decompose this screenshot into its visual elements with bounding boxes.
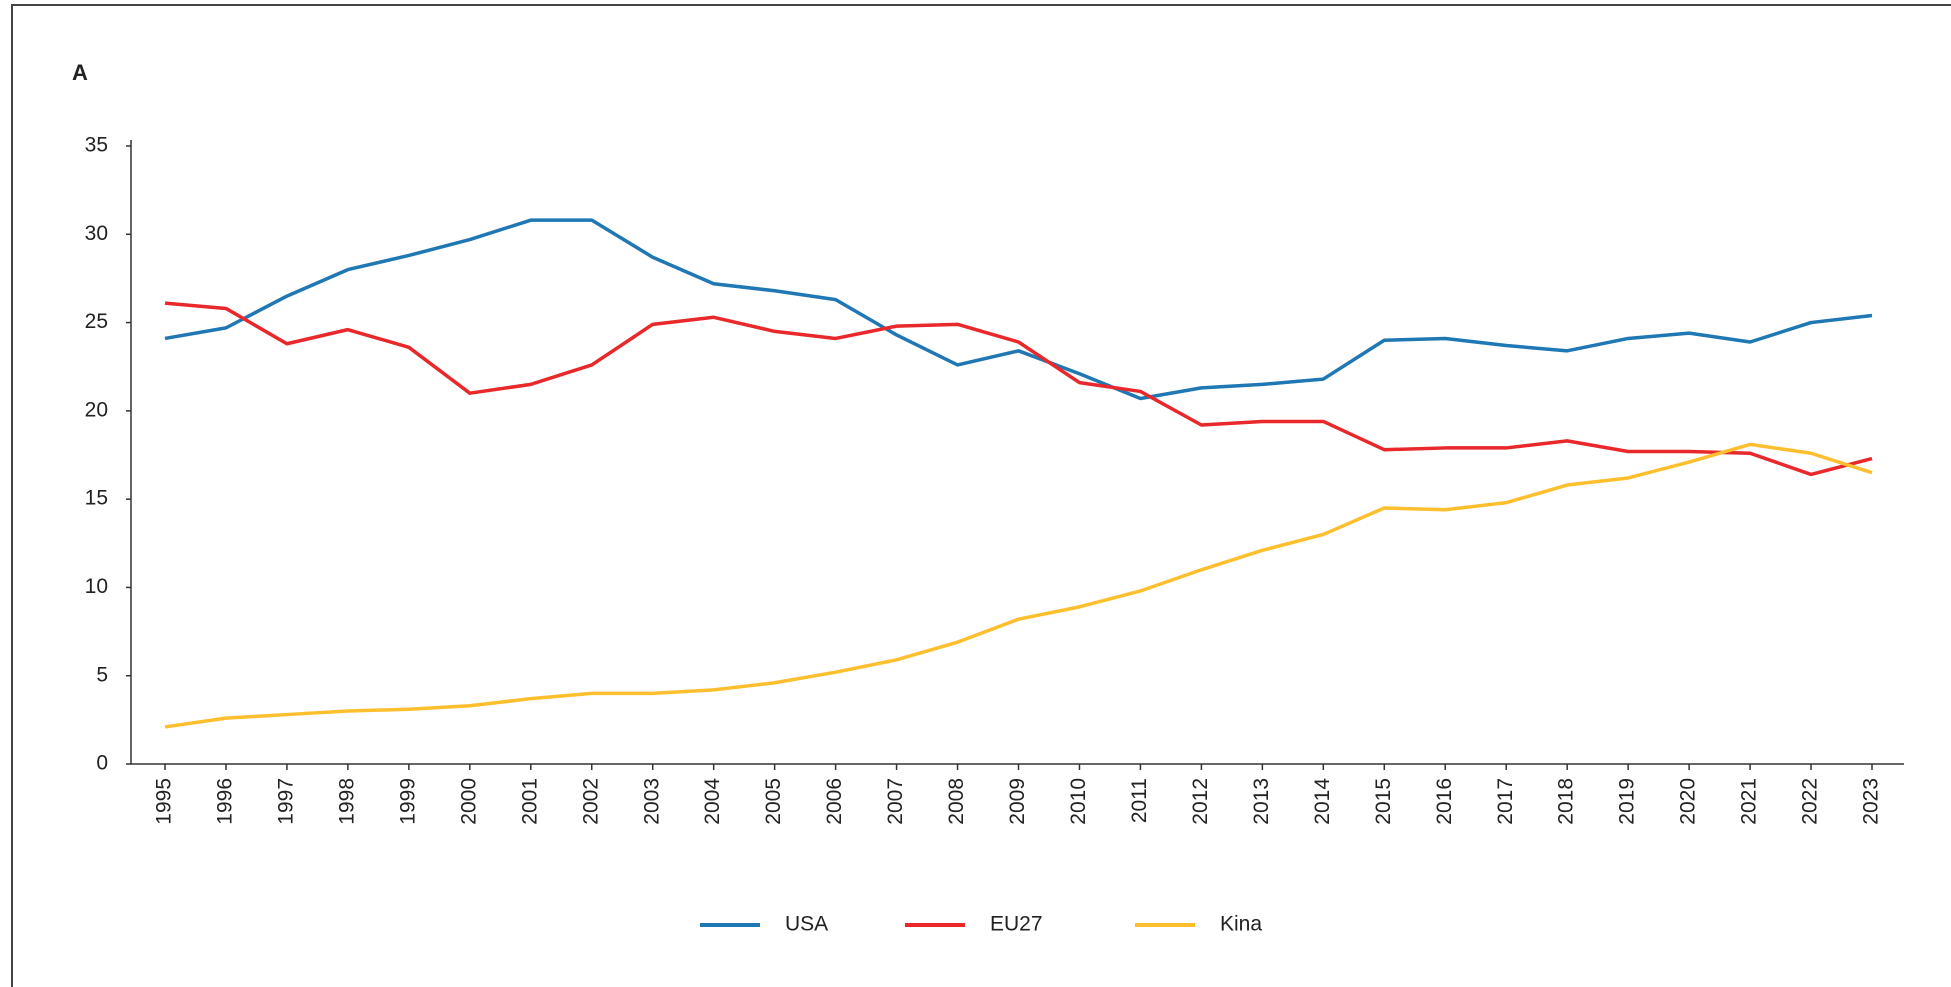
x-tick-label: 1998 (335, 778, 358, 825)
x-tick-label: 2010 (1067, 778, 1090, 825)
x-tick-label: 1999 (396, 778, 419, 825)
x-tick-label: 2009 (1006, 778, 1029, 825)
x-tick-label: 2013 (1250, 778, 1273, 825)
x-tick-label: 2023 (1860, 778, 1883, 825)
x-tick-label: 2002 (579, 778, 602, 825)
y-tick-label: 25 (85, 310, 108, 333)
x-tick-label: 2000 (457, 778, 480, 825)
x-tick-label: 2012 (1189, 778, 1212, 825)
y-tick-label: 30 (85, 222, 108, 245)
line-series (164, 301, 1873, 477)
x-tick-label: 2020 (1677, 778, 1700, 825)
x-tick-label: 2008 (945, 778, 968, 825)
y-tick-label: 10 (85, 575, 108, 598)
y-tick-label: 20 (85, 398, 108, 421)
line-series (164, 442, 1873, 729)
x-tick-label: 2017 (1494, 778, 1517, 825)
x-tick-label: 2022 (1799, 778, 1822, 825)
x-tick-label: 2016 (1433, 778, 1456, 825)
y-tick-label: 35 (85, 134, 108, 157)
line-series (164, 218, 1873, 401)
legend-label: USA (785, 913, 828, 936)
x-tick-label: 2019 (1616, 778, 1639, 825)
x-tick-label: 2018 (1555, 778, 1578, 825)
chart-title: A (72, 60, 88, 85)
frame (11, 4, 1951, 987)
x-tick-label: 2006 (823, 778, 846, 825)
legend-label: EU27 (990, 913, 1043, 936)
y-tick-label: 0 (96, 752, 108, 775)
x-tick-label: 1996 (214, 778, 237, 825)
x-tick-label: 2004 (701, 778, 724, 825)
legend-label: Kina (1220, 913, 1262, 936)
x-tick-label: 1997 (274, 778, 297, 825)
y-tick-label: 15 (85, 487, 108, 510)
x-tick-label: 2005 (762, 778, 785, 825)
x-tick-label: 2021 (1738, 778, 1761, 825)
x-tick-label: 2015 (1372, 778, 1395, 825)
x-tick-label: 1995 (153, 778, 176, 825)
y-tick-label: 5 (96, 663, 108, 686)
x-tick-label: 2011 (1128, 778, 1151, 823)
x-tick-label: 2014 (1311, 778, 1334, 825)
x-tick-label: 2003 (640, 778, 663, 825)
x-tick-label: 2001 (518, 778, 541, 825)
x-tick-label: 2007 (884, 778, 907, 825)
